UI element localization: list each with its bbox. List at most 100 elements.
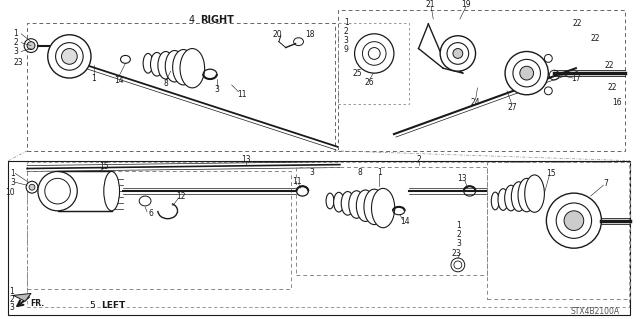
- Bar: [296, 167, 487, 275]
- Text: 3: 3: [456, 239, 461, 248]
- Text: 27: 27: [507, 103, 516, 112]
- Text: 1: 1: [92, 74, 97, 83]
- Bar: [27, 162, 629, 307]
- Text: 3: 3: [344, 36, 349, 45]
- Ellipse shape: [556, 203, 591, 238]
- Text: 2: 2: [10, 295, 14, 304]
- Text: 1: 1: [344, 19, 349, 27]
- Ellipse shape: [104, 172, 120, 211]
- Text: 17: 17: [571, 74, 580, 83]
- Text: 12: 12: [176, 192, 185, 201]
- Ellipse shape: [341, 191, 354, 215]
- Polygon shape: [13, 293, 31, 301]
- Text: 23: 23: [13, 58, 23, 67]
- Text: 2: 2: [344, 27, 349, 36]
- Text: RIGHT: RIGHT: [200, 15, 234, 25]
- Ellipse shape: [150, 53, 163, 76]
- Ellipse shape: [48, 35, 91, 78]
- Bar: [27, 172, 291, 290]
- Ellipse shape: [492, 192, 499, 210]
- Ellipse shape: [61, 48, 77, 64]
- Ellipse shape: [547, 193, 602, 248]
- Bar: [338, 10, 625, 151]
- Text: 3: 3: [10, 178, 15, 187]
- Ellipse shape: [173, 49, 195, 85]
- Text: 1: 1: [10, 287, 14, 296]
- Ellipse shape: [518, 178, 535, 212]
- Ellipse shape: [349, 191, 364, 218]
- Bar: [27, 23, 335, 151]
- Ellipse shape: [364, 189, 385, 225]
- Ellipse shape: [180, 48, 205, 88]
- Text: 13: 13: [241, 155, 252, 164]
- Ellipse shape: [24, 39, 38, 53]
- Text: 15: 15: [547, 169, 556, 178]
- Ellipse shape: [440, 36, 476, 71]
- Text: 2: 2: [416, 155, 421, 164]
- Ellipse shape: [26, 181, 38, 193]
- Ellipse shape: [505, 185, 517, 211]
- Bar: [58, 172, 111, 211]
- Text: 23: 23: [451, 249, 461, 258]
- Ellipse shape: [140, 196, 151, 206]
- Bar: [487, 162, 630, 299]
- Text: 2: 2: [13, 38, 18, 47]
- Text: 20: 20: [272, 30, 282, 39]
- Text: 14: 14: [400, 217, 410, 226]
- Text: 15: 15: [99, 162, 109, 171]
- Text: 11: 11: [292, 177, 301, 186]
- Text: 5: 5: [89, 301, 95, 310]
- Text: 2: 2: [456, 230, 461, 239]
- Text: 19: 19: [461, 0, 470, 9]
- Text: 1: 1: [10, 169, 15, 178]
- Ellipse shape: [520, 66, 534, 80]
- Text: 18: 18: [305, 30, 315, 39]
- Ellipse shape: [453, 48, 463, 58]
- Text: 24: 24: [471, 98, 481, 107]
- Text: 11: 11: [237, 90, 246, 99]
- Ellipse shape: [165, 50, 184, 82]
- Ellipse shape: [158, 51, 173, 79]
- Ellipse shape: [45, 178, 70, 204]
- Ellipse shape: [525, 175, 545, 212]
- Ellipse shape: [447, 43, 468, 64]
- Bar: [8, 161, 630, 315]
- Ellipse shape: [513, 59, 540, 87]
- Ellipse shape: [356, 190, 374, 221]
- Text: 1: 1: [377, 168, 381, 177]
- Text: 1: 1: [456, 221, 461, 230]
- Ellipse shape: [451, 258, 465, 272]
- Text: 14: 14: [114, 76, 124, 85]
- Ellipse shape: [333, 192, 344, 212]
- Text: 3: 3: [214, 85, 220, 94]
- Text: 7: 7: [603, 179, 608, 188]
- Ellipse shape: [38, 172, 77, 211]
- Text: 8: 8: [357, 168, 362, 177]
- Bar: [338, 23, 409, 104]
- Ellipse shape: [498, 189, 508, 210]
- Ellipse shape: [511, 182, 526, 211]
- Text: 22: 22: [605, 61, 614, 70]
- Ellipse shape: [371, 189, 395, 228]
- Text: 25: 25: [353, 69, 362, 78]
- Text: 16: 16: [612, 98, 622, 107]
- Text: 13: 13: [457, 174, 467, 183]
- Text: LEFT: LEFT: [101, 301, 125, 310]
- Ellipse shape: [326, 193, 334, 209]
- Text: 3: 3: [13, 47, 18, 56]
- Ellipse shape: [143, 54, 153, 73]
- Text: 22: 22: [591, 34, 600, 43]
- Text: STX4B2100A: STX4B2100A: [571, 307, 620, 315]
- Text: 10: 10: [6, 188, 15, 197]
- Text: 3: 3: [10, 303, 14, 312]
- Ellipse shape: [564, 211, 584, 231]
- Text: 3: 3: [310, 168, 315, 177]
- Text: 1: 1: [13, 29, 18, 38]
- Ellipse shape: [29, 184, 35, 190]
- Ellipse shape: [27, 42, 35, 49]
- Ellipse shape: [505, 51, 548, 95]
- Text: 26: 26: [365, 78, 374, 87]
- Text: 4: 4: [188, 15, 195, 25]
- Text: 8: 8: [163, 79, 168, 88]
- Text: 22: 22: [572, 19, 582, 28]
